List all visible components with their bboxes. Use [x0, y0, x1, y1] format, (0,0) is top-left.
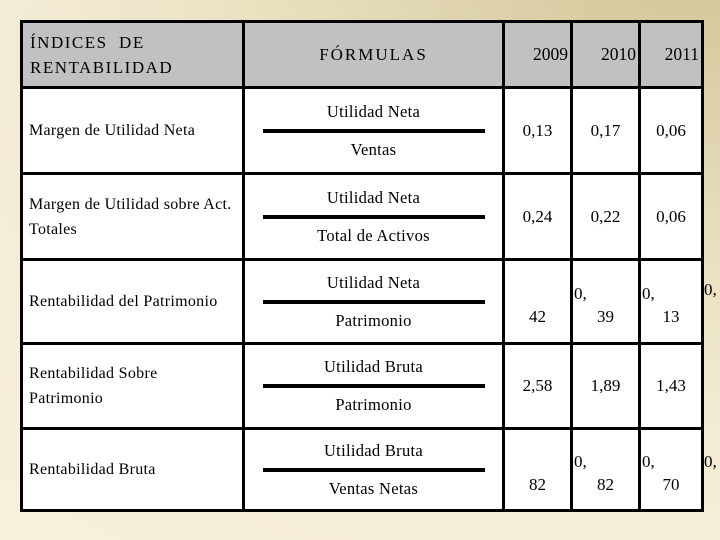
value-text: 70 — [662, 474, 680, 494]
value-cell-2011: 0, 13 — [641, 261, 701, 342]
label-line: Margen de Utilidad Neta — [29, 122, 196, 139]
row-label-margen-utilidad-neta: Margen de Utilidad Neta — [23, 89, 242, 172]
value-cell-2010: 1,89 — [573, 345, 638, 427]
value-text: 0,13 — [522, 120, 553, 140]
value-cell-2010: 0, 39 — [573, 261, 638, 342]
value-cell-2009: 0,13 — [505, 89, 570, 172]
year-label: 2009 — [533, 44, 568, 64]
header-indices-line1: ÍNDICES DE — [30, 32, 145, 52]
fraction-bar — [262, 214, 485, 219]
year-label: 2011 — [664, 44, 699, 64]
value-cell-2010: 0,17 — [573, 89, 638, 172]
value-cell-2009: 42 — [505, 261, 570, 342]
value-text: 0,06 — [656, 120, 686, 140]
value-cell-2011: 1,43 — [641, 345, 701, 427]
value-cell-2011: 0, 70 — [641, 430, 701, 509]
label-line: Totales — [29, 220, 78, 238]
row-label-margen-utilidad-act-totales: Margen de Utilidad sobre Act. Totales — [23, 175, 242, 258]
value-cell-2010: 0,22 — [573, 175, 638, 258]
value-text: 13 — [662, 306, 680, 326]
value-text: 0,24 — [522, 206, 553, 226]
row-label-rentabilidad-bruta: Rentabilidad Bruta — [23, 430, 242, 509]
formula-numerator: Utilidad Neta — [326, 187, 421, 207]
formula-cell: Utilidad Neta Patrimonio — [245, 261, 502, 342]
formula-denominator: Ventas Netas — [328, 478, 419, 498]
formula-denominator: Total de Activos — [317, 225, 430, 245]
value-text: 42 — [529, 306, 546, 326]
value-fragment-decimal: 0, — [574, 283, 587, 303]
fraction-bar — [262, 128, 485, 133]
value-fragment-decimal: 0, — [642, 283, 655, 303]
fraction-bar — [262, 384, 485, 388]
formula-numerator: Utilidad Neta — [326, 272, 421, 292]
label-line: Margen de Utilidad sobre Act. — [29, 195, 232, 213]
fraction-bar — [262, 299, 485, 304]
value-text: 0,17 — [590, 120, 621, 140]
header-cell-year-2009: 2009 — [505, 23, 570, 86]
value-fragment-decimal: 0, — [574, 451, 587, 471]
value-cell-2009: 0,24 — [505, 175, 570, 258]
profitability-table: ÍNDICES DE RENTABILIDAD FÓRMULAS 2009 20… — [20, 20, 704, 512]
value-fragment-decimal: 0, — [642, 451, 655, 471]
header-formulas-label: FÓRMULAS — [319, 44, 428, 64]
header-cell-formulas: FÓRMULAS — [245, 23, 502, 86]
value-cell-2009: 82 — [505, 430, 570, 509]
value-overflow-row3: 0, — [704, 280, 717, 299]
label-line: Rentabilidad Sobre — [29, 365, 158, 382]
value-cell-2011: 0,06 — [641, 175, 701, 258]
formula-cell: Utilidad Bruta Ventas Netas — [245, 430, 502, 509]
row-label-rentabilidad-sobre-patrimonio: Rentabilidad Sobre Patrimonio — [23, 345, 242, 427]
formula-denominator: Patrimonio — [335, 395, 412, 414]
value-overflow-row5: 0, — [704, 452, 717, 471]
header-cell-indices: ÍNDICES DE RENTABILIDAD — [23, 23, 242, 86]
value-text: 39 — [597, 306, 614, 326]
value-text: 1,43 — [656, 376, 686, 395]
header-cell-year-2010: 2010 — [573, 23, 638, 86]
formula-numerator: Utilidad Bruta — [323, 440, 424, 460]
value-text: 0,06 — [656, 206, 686, 226]
formula-denominator: Patrimonio — [335, 310, 412, 330]
row-label-rentabilidad-del-patrimonio: Rentabilidad del Patrimonio — [23, 261, 242, 342]
value-text: 82 — [597, 474, 614, 494]
label-line: Patrimonio — [29, 390, 104, 407]
header-cell-year-2011: 2011 — [641, 23, 701, 86]
value-text: 2,58 — [522, 376, 553, 395]
formula-cell: Utilidad Neta Total de Activos — [245, 175, 502, 258]
formula-cell: Utilidad Bruta Patrimonio — [245, 345, 502, 427]
value-text: 0,22 — [590, 206, 621, 226]
value-cell-2009: 2,58 — [505, 345, 570, 427]
label-line: Rentabilidad del Patrimonio — [29, 293, 218, 310]
fraction-bar — [262, 467, 485, 472]
formula-denominator: Ventas — [350, 139, 397, 159]
header-indices-line2: RENTABILIDAD — [30, 57, 174, 77]
formula-cell: Utilidad Neta Ventas — [245, 89, 502, 172]
value-text: 82 — [529, 474, 546, 494]
formula-numerator: Utilidad Neta — [326, 101, 421, 121]
label-line: Rentabilidad Bruta — [29, 461, 156, 478]
formula-numerator: Utilidad Bruta — [323, 357, 424, 376]
value-cell-2010: 0, 82 — [573, 430, 638, 509]
value-text: 1,89 — [590, 376, 621, 395]
year-label: 2010 — [601, 44, 636, 64]
value-cell-2011: 0,06 — [641, 89, 701, 172]
